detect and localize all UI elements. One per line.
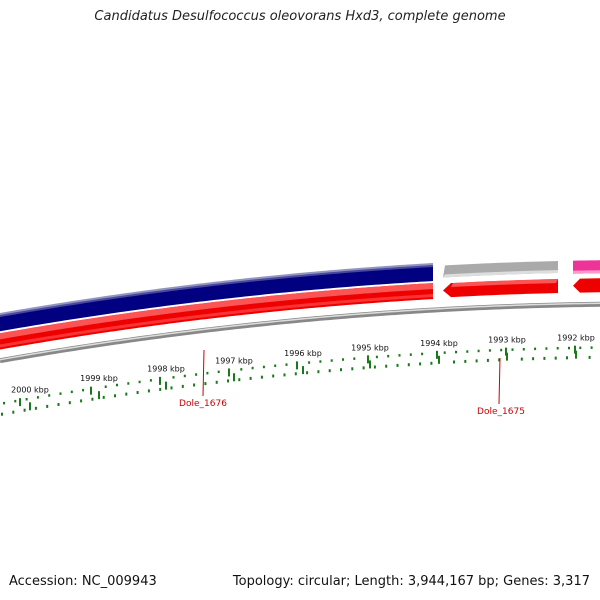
genome-title: Candidatus Desulfococcus oleovorans Hxd3…: [94, 9, 506, 24]
ruler-label: 1995 kbp: [351, 343, 389, 352]
cds-edge-segment: [573, 278, 600, 293]
cds-forward-shade: [0, 283, 433, 340]
ruler-label: 1993 kbp: [488, 336, 526, 345]
gene-gray-segment: [443, 261, 558, 278]
ruler-label: 1994 kbp: [420, 339, 458, 348]
gene-gray-highlight: [443, 270, 558, 278]
cds-arrow-segment: [443, 279, 558, 298]
cds-forward-segment: [0, 283, 433, 350]
cds-reverse-shade: [0, 263, 433, 318]
gene-label: Dole_1675: [477, 407, 525, 417]
ruler-label: 1996 kbp: [284, 349, 322, 358]
cds-arrow-shade: [451, 279, 558, 288]
accession-text: Accession: NC_009943: [9, 574, 157, 589]
rna-band: [573, 260, 600, 274]
ruler-label: 1999 kbp: [80, 374, 118, 383]
ruler-label: 1997 kbp: [215, 356, 253, 365]
backbone-highlight: [0, 302, 600, 361]
cds-forward-highlight: [0, 294, 433, 348]
cds-reverse-band: [0, 265, 433, 332]
cds-reverse-segment: [0, 263, 433, 332]
ruler: 2000 kbp 1999 kbp 1998 kbp 1997 kbp 1996 kbp…: [1, 334, 595, 416]
gene-labels: Dole_1676 Dole_1675: [179, 349, 525, 417]
ruler-label: 1998 kbp: [147, 365, 185, 374]
ruler-label: 1992 kbp: [557, 334, 595, 343]
cds-forward-band: [0, 283, 433, 350]
topology-text: Topology: circular; Length: 3,944,167 bp…: [232, 574, 590, 589]
rna-highlight: [573, 270, 600, 274]
gene-leader-line: [498, 357, 501, 405]
rna-segment: [573, 260, 600, 274]
gene-leader-line: [202, 349, 205, 397]
gene-label: Dole_1676: [179, 399, 227, 409]
feature-tracks: [0, 260, 600, 364]
cds-edge-arrow: [573, 278, 600, 293]
backbone-line: [0, 301, 600, 364]
ruler-label: 2000 kbp: [11, 385, 49, 394]
